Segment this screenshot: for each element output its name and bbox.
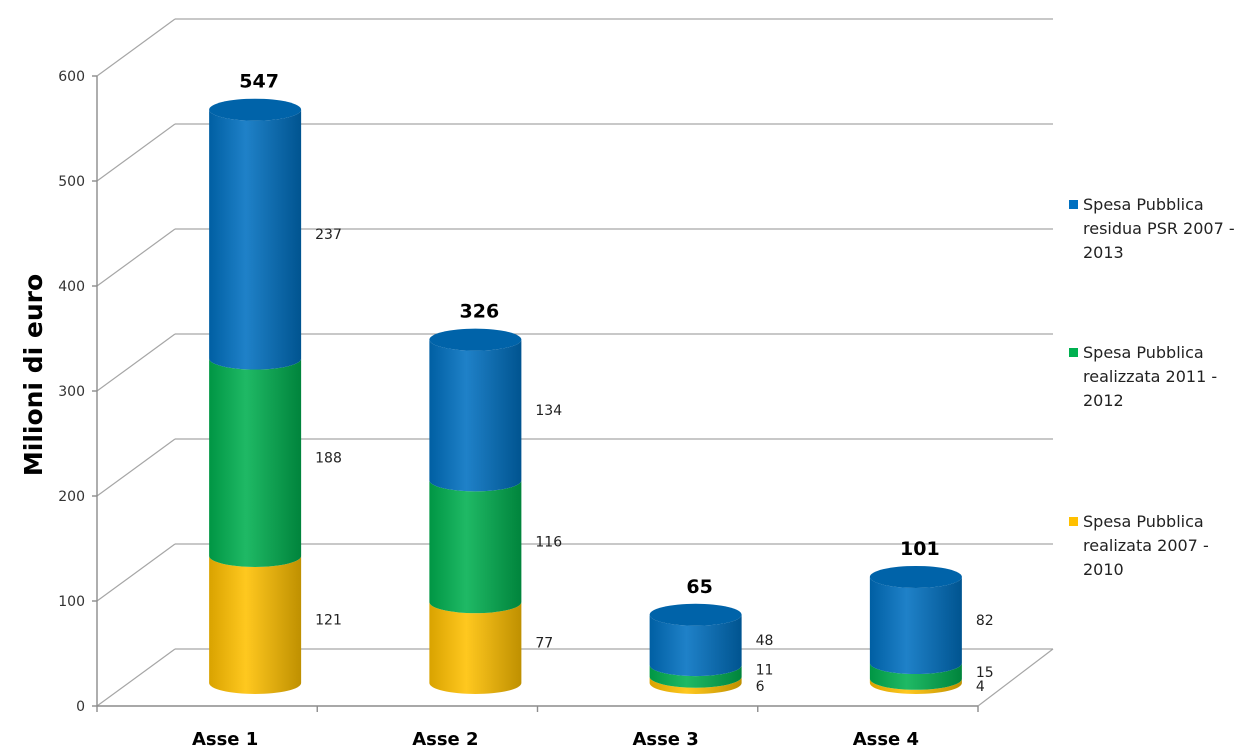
total-label: 65	[686, 576, 712, 598]
y-tick-label: 100	[58, 594, 85, 610]
data-label: 134	[535, 403, 562, 419]
axes: 0 100 200 300 400 500 600 Asse 1 Asse 2 Asse 3 Ass…	[58, 69, 979, 750]
legend-label: 2012	[1083, 391, 1124, 410]
legend: Spesa Pubblica residua PSR 2007 - 2013 Spes…	[1069, 195, 1235, 579]
bars: 121 188 237 547 77 116 134 326 611 48 65 415 82 101	[209, 71, 994, 695]
bar-top-cap	[869, 565, 962, 588]
bar-segment	[429, 602, 522, 694]
legend-label: Spesa Pubblica	[1083, 195, 1204, 214]
x-tick-label: Asse 1	[192, 729, 258, 750]
total-label: 326	[460, 301, 500, 323]
y-axis-title: Milioni di euro	[19, 274, 48, 476]
bar-segment	[429, 339, 522, 492]
bar-segment	[649, 665, 742, 688]
x-tick-label: Asse 3	[632, 729, 698, 750]
x-tick-label: Asse 2	[412, 729, 478, 750]
bar-segment	[649, 614, 742, 677]
bar-stack: 415 82 101	[869, 538, 994, 695]
bar-stack: 121 188 237 547	[209, 71, 342, 694]
legend-swatch	[1069, 200, 1078, 209]
legend-label: 2010	[1083, 560, 1124, 579]
bar-top-cap	[209, 98, 302, 121]
gridline-side	[96, 228, 176, 287]
legend-swatch	[1069, 517, 1078, 526]
data-label: 121	[315, 612, 342, 628]
y-tick-label: 200	[58, 489, 85, 505]
bar-segment	[209, 109, 302, 370]
total-label: 547	[239, 71, 279, 93]
bar-segment	[869, 663, 962, 690]
data-label: 4	[976, 679, 985, 695]
bar-top-cap	[429, 328, 522, 351]
gridline-side	[96, 18, 176, 77]
bar-segment	[869, 678, 962, 694]
gridline-side	[96, 648, 176, 707]
data-label: 82	[976, 613, 994, 629]
y-tick-label: 500	[58, 174, 85, 190]
y-tick-label: 300	[58, 384, 85, 400]
gridline-side	[96, 543, 176, 602]
y-tick-label: 600	[58, 69, 85, 85]
data-label: 11	[756, 663, 774, 679]
bar-segment	[209, 555, 302, 694]
data-label: 15	[976, 665, 994, 681]
legend-label: 2013	[1083, 243, 1124, 262]
floor-edge	[977, 648, 1054, 707]
legend-label: Spesa Pubblica	[1083, 343, 1204, 362]
bar-segment	[649, 676, 742, 694]
gridline-side	[96, 333, 176, 392]
data-label: 48	[756, 633, 774, 649]
legend-label: realizzata 2011 -	[1083, 367, 1217, 386]
data-label: 116	[535, 534, 562, 550]
data-label: 77	[535, 636, 553, 652]
total-label: 101	[900, 538, 940, 560]
y-tick-label: 0	[76, 699, 85, 715]
data-label: 188	[315, 450, 342, 466]
bar-segment	[209, 358, 302, 567]
y-tick-label: 400	[58, 279, 85, 295]
bar-stack: 77 116 134 326	[429, 301, 562, 694]
bar-segment	[429, 480, 522, 614]
legend-label: Spesa Pubblica	[1083, 512, 1204, 531]
legend-swatch	[1069, 348, 1078, 357]
gridline-side	[96, 123, 176, 182]
x-tick-label: Asse 4	[853, 729, 919, 750]
gridline-side	[96, 438, 176, 497]
bar-segment	[869, 576, 962, 675]
data-label: 237	[315, 227, 342, 243]
gridlines	[96, 18, 1054, 707]
bar-stack: 611 48 65	[649, 576, 774, 695]
data-label: 6	[756, 679, 765, 695]
legend-label: realizata 2007 -	[1083, 536, 1209, 555]
legend-label: residua PSR 2007 -	[1083, 219, 1235, 238]
bar-top-cap	[649, 603, 742, 626]
